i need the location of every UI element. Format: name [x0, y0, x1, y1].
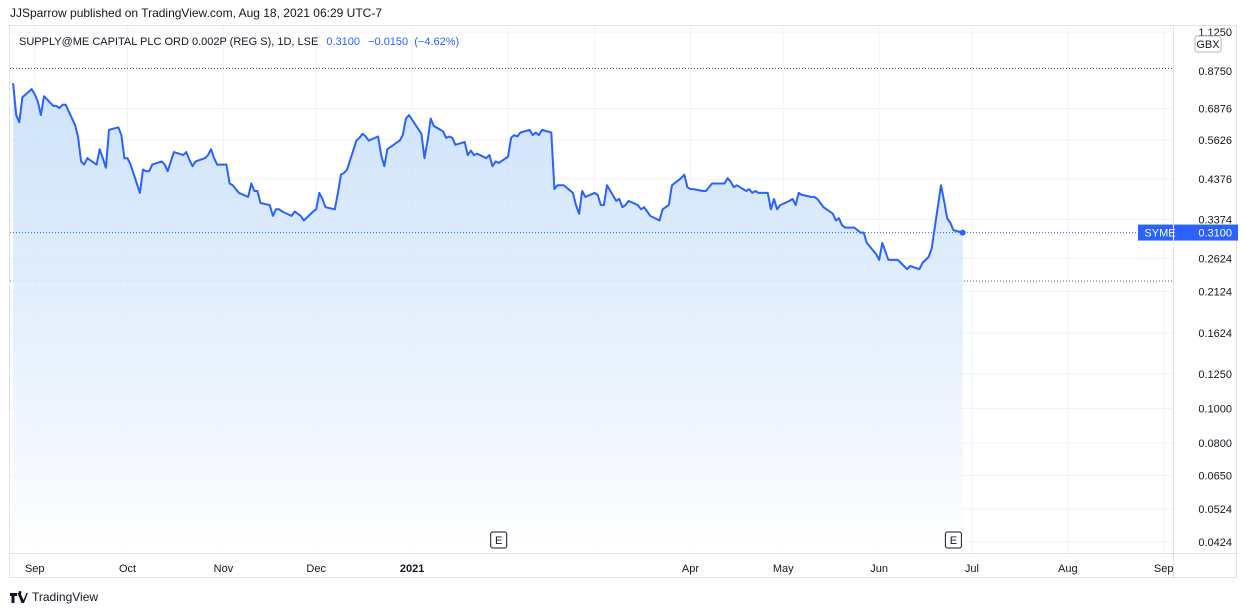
price-chart[interactable]: 1.12500.87500.68760.56260.43760.33740.26… [10, 26, 1238, 579]
series-line [12, 83, 963, 271]
price-change-percent: (−4.62%) [414, 36, 460, 48]
y-tick-label: 0.4376 [1198, 174, 1232, 186]
y-tick-label: 0.6876 [1198, 104, 1232, 116]
x-tick-label: Jul [965, 563, 979, 575]
price-label-box [1138, 224, 1238, 241]
tradingview-logo-icon [10, 591, 28, 603]
x-tick-label: May [773, 563, 794, 575]
y-tick-label: 0.0800 [1198, 438, 1232, 450]
earnings-marker: E [944, 531, 962, 549]
published-caption: JJSparrow published on TradingView.com, … [10, 6, 382, 20]
x-tick-label: Oct [119, 563, 136, 575]
x-tick-label: Sep [25, 563, 45, 575]
y-tick-label: 0.1250 [1198, 369, 1232, 381]
area-fill [13, 83, 963, 553]
x-tick-label: Aug [1058, 563, 1078, 575]
y-tick-label: 0.1000 [1198, 404, 1232, 416]
x-tick-label: Dec [306, 563, 326, 575]
symbol-legend: SUPPLY@ME CAPITAL PLC ORD 0.002P (REG S)… [19, 36, 459, 48]
y-tick-label: 0.0424 [1198, 537, 1232, 549]
earnings-marker: E [490, 531, 508, 549]
chart-frame[interactable]: 1.1250 0.8750 0.6876 0.5626 0.4376 0.3374 0.26… [9, 25, 1238, 579]
currency-badge [1194, 35, 1222, 53]
y-tick-label: 0.1624 [1198, 328, 1232, 340]
x-tick-label: Apr [682, 563, 699, 575]
y-tick-label: 0.2124 [1198, 286, 1232, 298]
tradingview-logo[interactable]: TradingView [10, 590, 98, 604]
x-tick-label: Jun [870, 563, 888, 575]
last-price-dot [959, 229, 966, 236]
currency-badge-label: GBX [1196, 39, 1220, 51]
y-tick-label: 0.2624 [1198, 253, 1232, 265]
earnings-marker-label: E [950, 535, 957, 547]
earnings-marker-box [490, 531, 508, 549]
tradingview-logo-text: TradingView [32, 590, 99, 604]
x-tick-label: Nov [214, 563, 234, 575]
price-change: −0.0150 [368, 36, 409, 48]
y-tick-label: 0.5626 [1198, 135, 1232, 147]
symbol-title: SUPPLY@ME CAPITAL PLC ORD 0.002P (REG S)… [19, 36, 319, 48]
x-tick-label: Sep [1154, 563, 1174, 575]
earnings-marker-box [944, 531, 962, 549]
y-tick-label: 0.8750 [1198, 66, 1232, 78]
y-tick-label: 0.0524 [1198, 504, 1232, 516]
price-label-value: 0.3100 [1198, 228, 1232, 240]
x-tick-label: 2021 [400, 563, 424, 575]
price-label-name: SYME [1144, 228, 1175, 240]
y-tick-label: 0.3374 [1198, 214, 1232, 226]
earnings-marker-label: E [495, 535, 502, 547]
last-price: 0.3100 [326, 36, 361, 48]
y-tick-label: 0.0650 [1198, 471, 1232, 483]
